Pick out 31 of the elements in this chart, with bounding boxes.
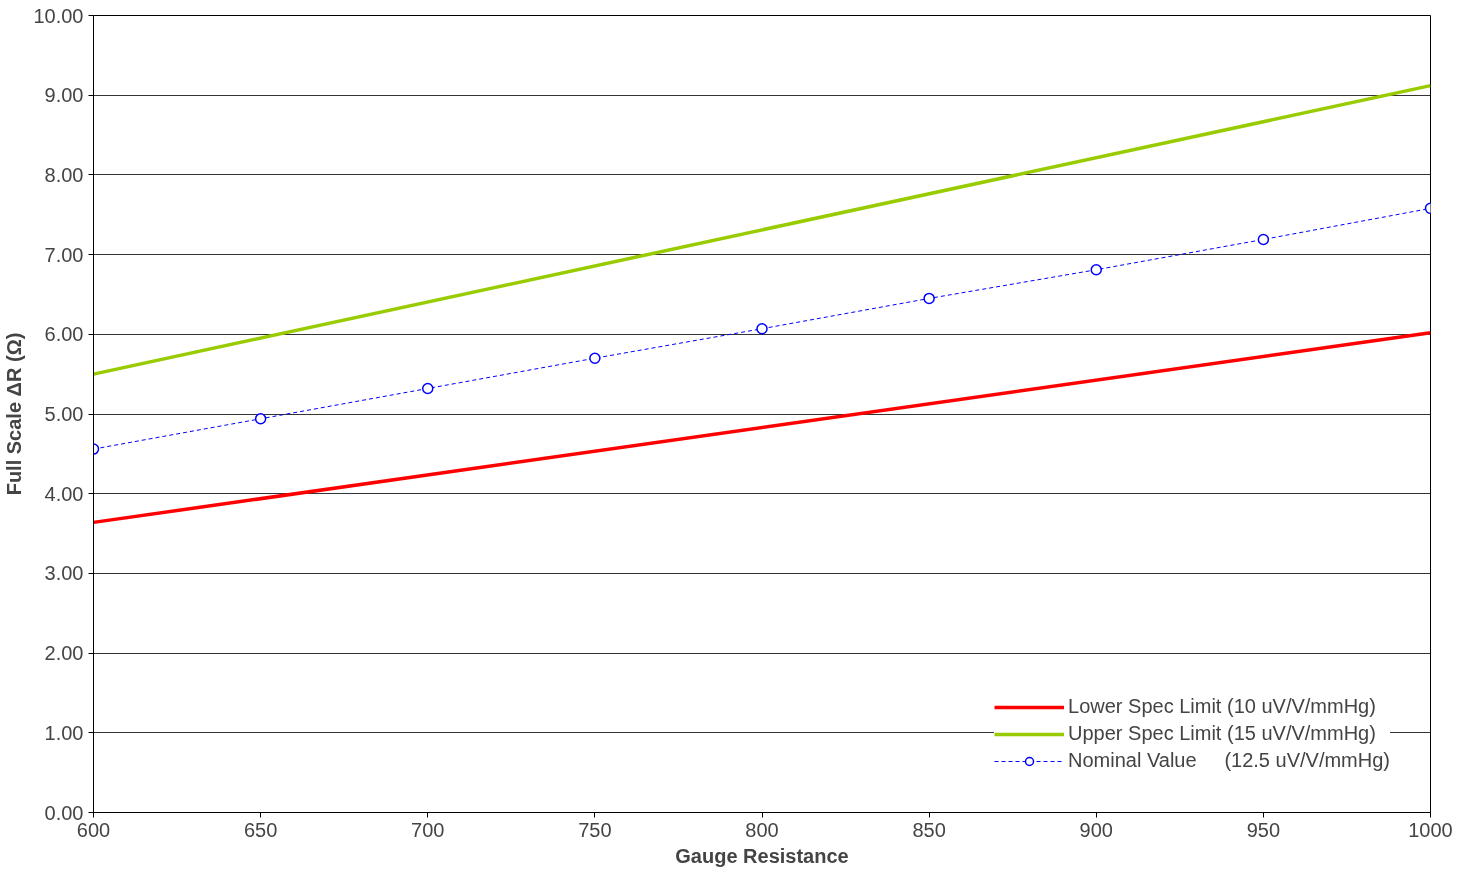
x-tick-label: 900 bbox=[1079, 818, 1113, 841]
x-tick-label: 650 bbox=[243, 818, 278, 841]
y-tick-label: 5.00 bbox=[44, 403, 84, 425]
point bbox=[254, 413, 267, 425]
point bbox=[756, 322, 768, 335]
y-tick-label: 1.00 bbox=[44, 721, 84, 744]
point bbox=[1257, 233, 1270, 246]
y-tick-label: 0.00 bbox=[44, 801, 84, 824]
y-tick-label: 6.00 bbox=[44, 323, 84, 346]
legend-label: Upper Spec Limit (15 uV/V/mmHg) bbox=[1068, 722, 1376, 745]
legend-label: Lower Spec Limit (10 uV/V/mmHg) bbox=[1068, 695, 1376, 718]
x-tick-label: 700 bbox=[411, 818, 445, 841]
legend-label: Nominal Value (12.5 uV/V/mmHg) bbox=[1068, 749, 1390, 772]
x-tick-label: 800 bbox=[745, 818, 779, 841]
point bbox=[923, 292, 935, 305]
y-tick-label: 8.00 bbox=[44, 163, 84, 186]
y-axis-title: Full Scale ΔR (Ω) bbox=[3, 332, 26, 496]
y-tick-label: 7.00 bbox=[44, 243, 84, 266]
y-tick-label: 10.00 bbox=[33, 4, 84, 27]
x-tick-label: 850 bbox=[912, 818, 946, 841]
y-tick-label: 9.00 bbox=[44, 84, 84, 107]
x-tick-label: 950 bbox=[1246, 818, 1281, 841]
y-tick-label: 2.00 bbox=[44, 642, 84, 665]
x-axis-title: Gauge Resistance bbox=[675, 844, 849, 867]
point bbox=[1090, 264, 1102, 276]
y-tick-label: 3.00 bbox=[44, 562, 84, 585]
point bbox=[422, 382, 434, 395]
point bbox=[589, 352, 601, 364]
x-tick-label: 750 bbox=[578, 818, 612, 841]
y-tick-label: 4.00 bbox=[44, 482, 84, 505]
x-tick-label: 1000 bbox=[1408, 818, 1453, 841]
